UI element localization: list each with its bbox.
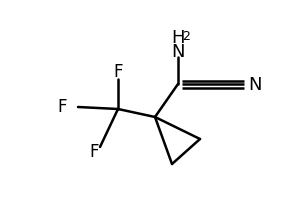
Text: 2: 2 <box>182 29 190 42</box>
Text: H: H <box>171 29 185 47</box>
Text: F: F <box>57 98 67 115</box>
Text: F: F <box>89 142 99 160</box>
Text: N: N <box>171 43 185 61</box>
Text: N: N <box>248 76 262 94</box>
Text: F: F <box>113 63 123 81</box>
